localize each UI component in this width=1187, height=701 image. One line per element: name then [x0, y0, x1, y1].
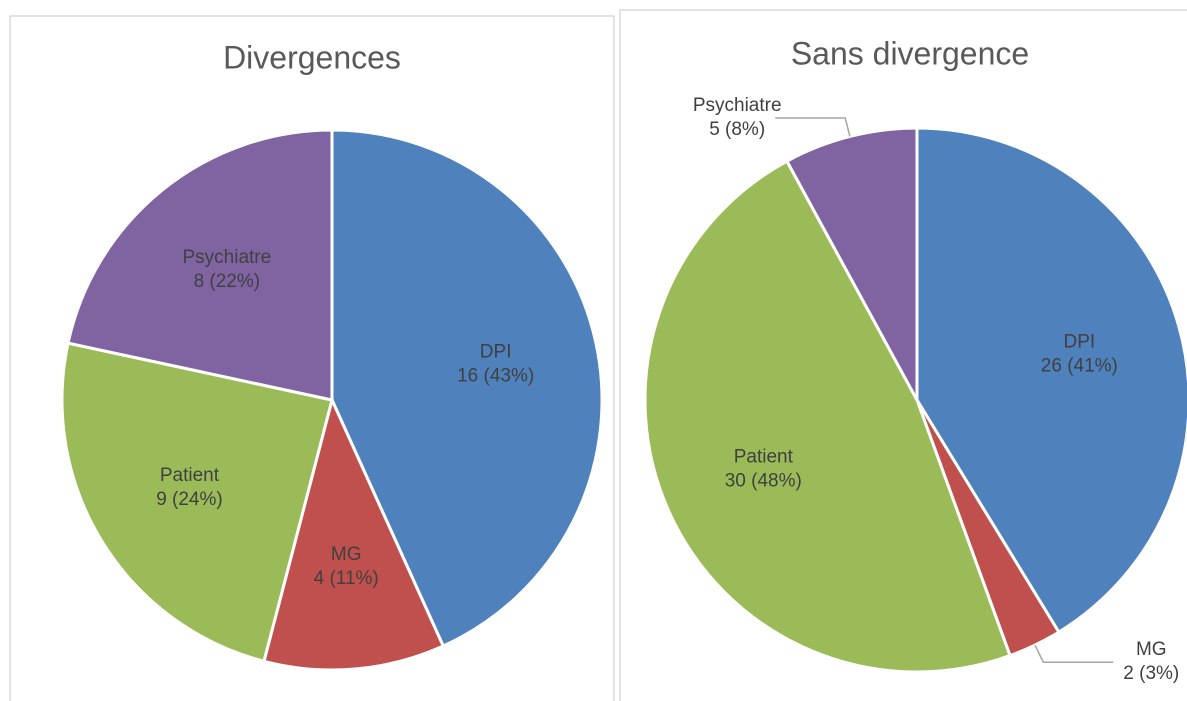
slice-value-label: 8 (22%): [194, 271, 261, 292]
pie-slice: [915, 126, 1187, 635]
chart-title: Sans divergence: [791, 35, 1029, 71]
slice-value-label: 30 (48%): [725, 470, 802, 491]
slice-value-label: 9 (24%): [156, 489, 223, 510]
slice-category: MG: [1136, 639, 1167, 660]
slice-value-label: 26 (41%): [1041, 355, 1118, 376]
slice-value-label: 4 (11%): [314, 568, 379, 589]
slice-category: Psychiatre: [693, 95, 782, 116]
pie-slice: [262, 395, 446, 672]
chart-title: Divergences: [223, 39, 401, 75]
slice-value-label: 16 (43%): [457, 366, 534, 387]
slice-value-label: 5 (8%): [709, 119, 765, 140]
slice-category: DPI: [1063, 331, 1095, 352]
leader-line: [1034, 644, 1114, 663]
pie-slice: [60, 341, 334, 664]
slice-category: Patient: [734, 446, 794, 467]
leader-line: [775, 117, 851, 137]
slice-value-label: 2 (3%): [1123, 663, 1179, 684]
pie-slice: [330, 128, 604, 649]
slice-category: Psychiatre: [182, 247, 271, 268]
pie-slice: [643, 159, 1012, 674]
pie-slice: [66, 128, 334, 402]
slice-category: Patient: [160, 465, 220, 486]
pie-slice: [784, 126, 919, 401]
slice-category: DPI: [480, 342, 512, 363]
slice-category: MG: [331, 544, 362, 565]
